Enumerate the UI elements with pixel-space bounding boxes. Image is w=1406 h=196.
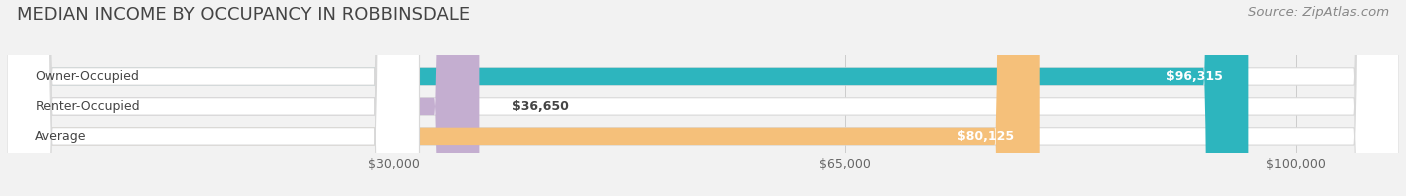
Text: Source: ZipAtlas.com: Source: ZipAtlas.com xyxy=(1249,6,1389,19)
FancyBboxPatch shape xyxy=(7,0,1399,196)
Text: $36,650: $36,650 xyxy=(512,100,568,113)
Text: $80,125: $80,125 xyxy=(957,130,1014,143)
FancyBboxPatch shape xyxy=(7,0,479,196)
Text: Renter-Occupied: Renter-Occupied xyxy=(35,100,141,113)
FancyBboxPatch shape xyxy=(7,0,419,196)
FancyBboxPatch shape xyxy=(7,0,1399,196)
Text: Owner-Occupied: Owner-Occupied xyxy=(35,70,139,83)
Text: Average: Average xyxy=(35,130,87,143)
FancyBboxPatch shape xyxy=(7,0,1399,196)
FancyBboxPatch shape xyxy=(7,0,419,196)
FancyBboxPatch shape xyxy=(7,0,419,196)
Text: MEDIAN INCOME BY OCCUPANCY IN ROBBINSDALE: MEDIAN INCOME BY OCCUPANCY IN ROBBINSDAL… xyxy=(17,6,470,24)
FancyBboxPatch shape xyxy=(7,0,1039,196)
FancyBboxPatch shape xyxy=(7,0,1249,196)
Text: $96,315: $96,315 xyxy=(1166,70,1223,83)
